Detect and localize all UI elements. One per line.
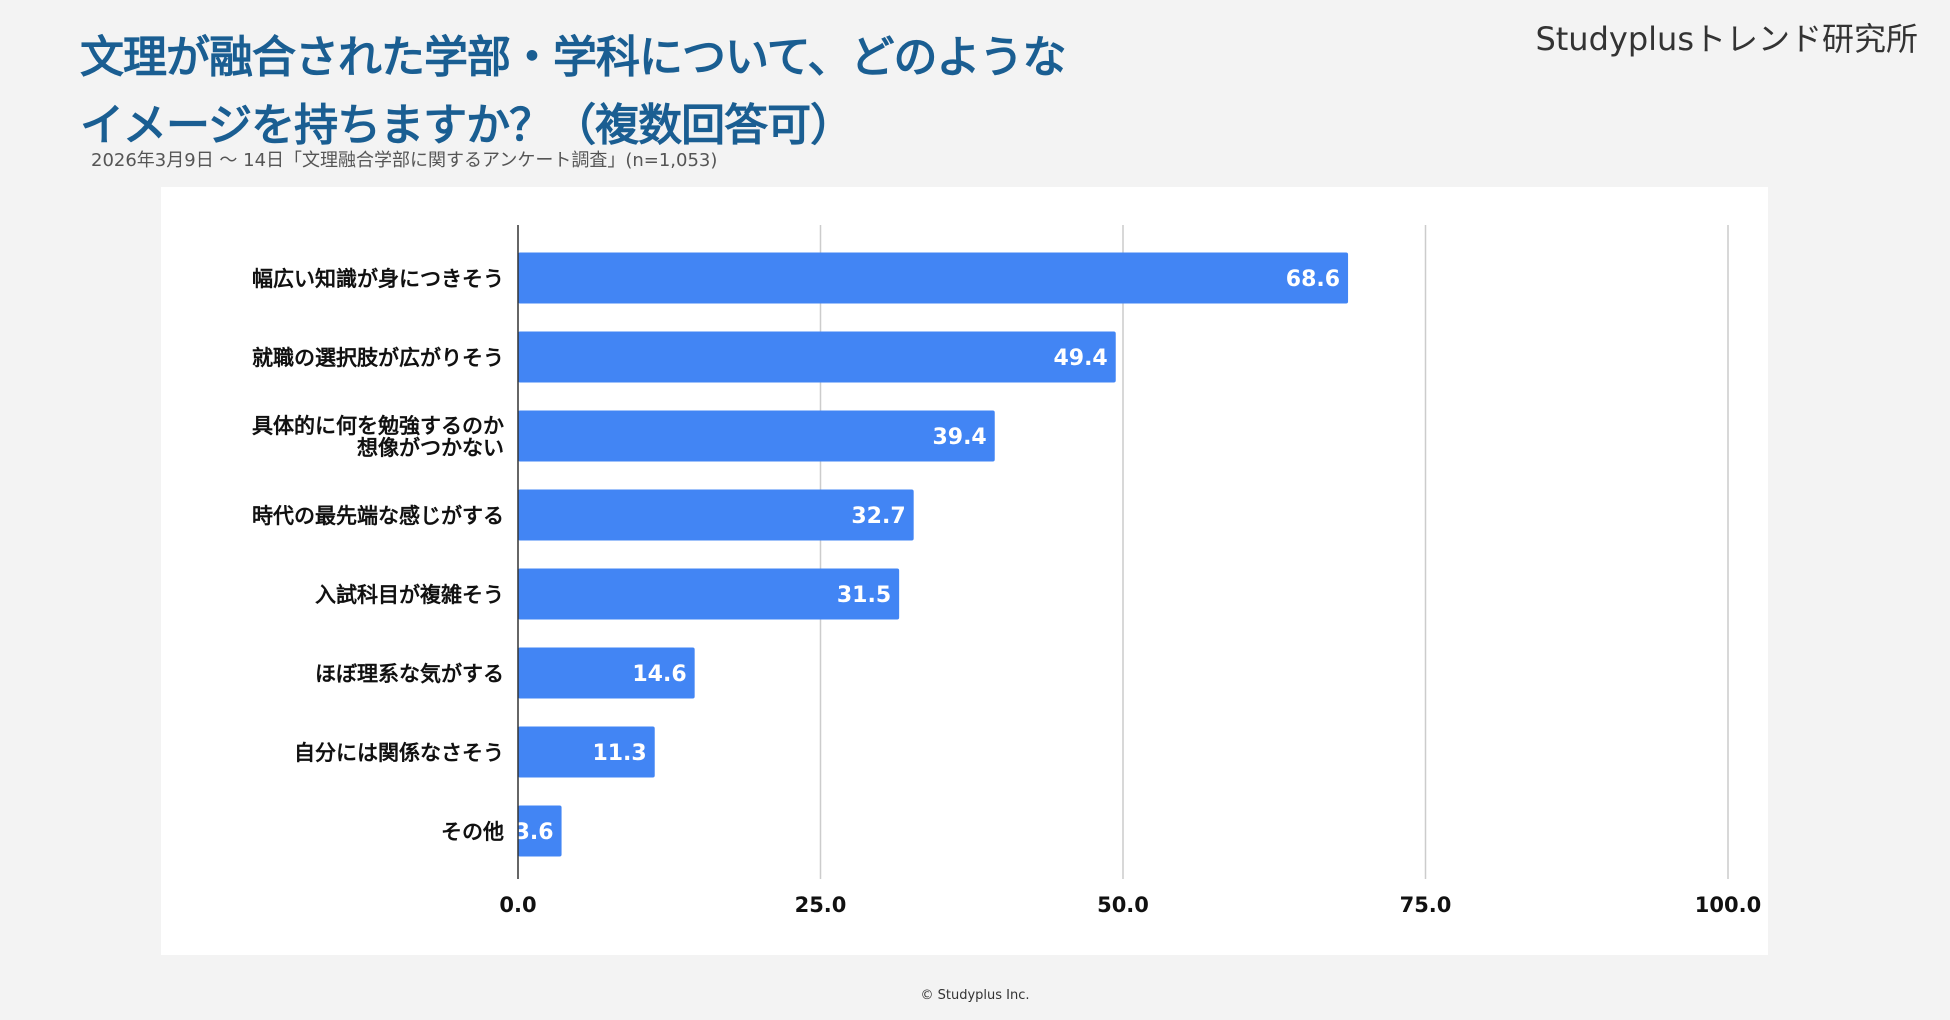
x-tick-label-1: 0.0 <box>499 893 536 917</box>
data-label-8: 3.6 <box>515 820 554 845</box>
data-label-3: 39.4 <box>932 425 986 450</box>
category-label-4: 時代の最先端な感じがする <box>252 504 504 528</box>
x-tick-label-3: 50.0 <box>1097 893 1149 917</box>
bar-7 <box>518 726 655 778</box>
copyright-footer: © Studyplus Inc. <box>920 988 1030 1003</box>
category-label-2: 就職の選択肢が広がりそう <box>252 346 504 370</box>
title-line-2: イメージを持ちますか？（複数回答可） <box>80 100 854 151</box>
category-label-3-line-1: 具体的に何を勉強するのか <box>252 414 504 438</box>
bar-chart: 68.6 幅広い知識が身につきそう 49.4 就職の選択肢が広がりそう 39.4 具体的に… <box>252 225 1761 917</box>
bar-2 <box>518 331 1116 383</box>
data-label-2: 49.4 <box>1053 346 1107 371</box>
bar-1 <box>518 252 1349 304</box>
x-tick-label-2: 25.0 <box>795 893 847 917</box>
brand-logo: Studyplusトレンド研究所 <box>1535 20 1918 58</box>
data-label-6: 14.6 <box>632 662 686 687</box>
data-label-7: 11.3 <box>592 741 646 766</box>
data-label-1: 68.6 <box>1286 267 1340 292</box>
chart-panel: 68.6 幅広い知識が身につきそう 49.4 就職の選択肢が広がりそう 39.4 具体的に… <box>161 187 1768 955</box>
category-label-1: 幅広い知識が身につきそう <box>252 267 504 291</box>
survey-caption: 2026年3月9日 〜 14日「文理融合学部に関するアンケート調査」(n=1,0… <box>91 150 718 171</box>
bar-6 <box>518 647 695 699</box>
data-label-5: 31.5 <box>837 583 891 608</box>
category-label-8: その他 <box>441 820 504 844</box>
bar-3 <box>518 410 995 462</box>
bar-4 <box>518 489 914 541</box>
category-label-6: ほぼ理系な気がする <box>315 662 504 686</box>
bar-8 <box>518 805 562 857</box>
data-label-4: 32.7 <box>851 504 905 529</box>
category-label-5: 入試科目が複雑そう <box>315 583 504 607</box>
page-title: 文理が融合された学部・学科について、どのような イメージを持ちますか？（複数回答… <box>80 24 1066 160</box>
bar-5 <box>518 568 900 620</box>
category-label-3-line-2: 想像がつかない <box>357 436 504 460</box>
x-tick-label-4: 75.0 <box>1400 893 1452 917</box>
title-line-1: 文理が融合された学部・学科について、どのような <box>80 32 1066 83</box>
x-tick-label-5: 100.0 <box>1695 893 1761 917</box>
category-label-7: 自分には関係なさそう <box>294 741 504 765</box>
